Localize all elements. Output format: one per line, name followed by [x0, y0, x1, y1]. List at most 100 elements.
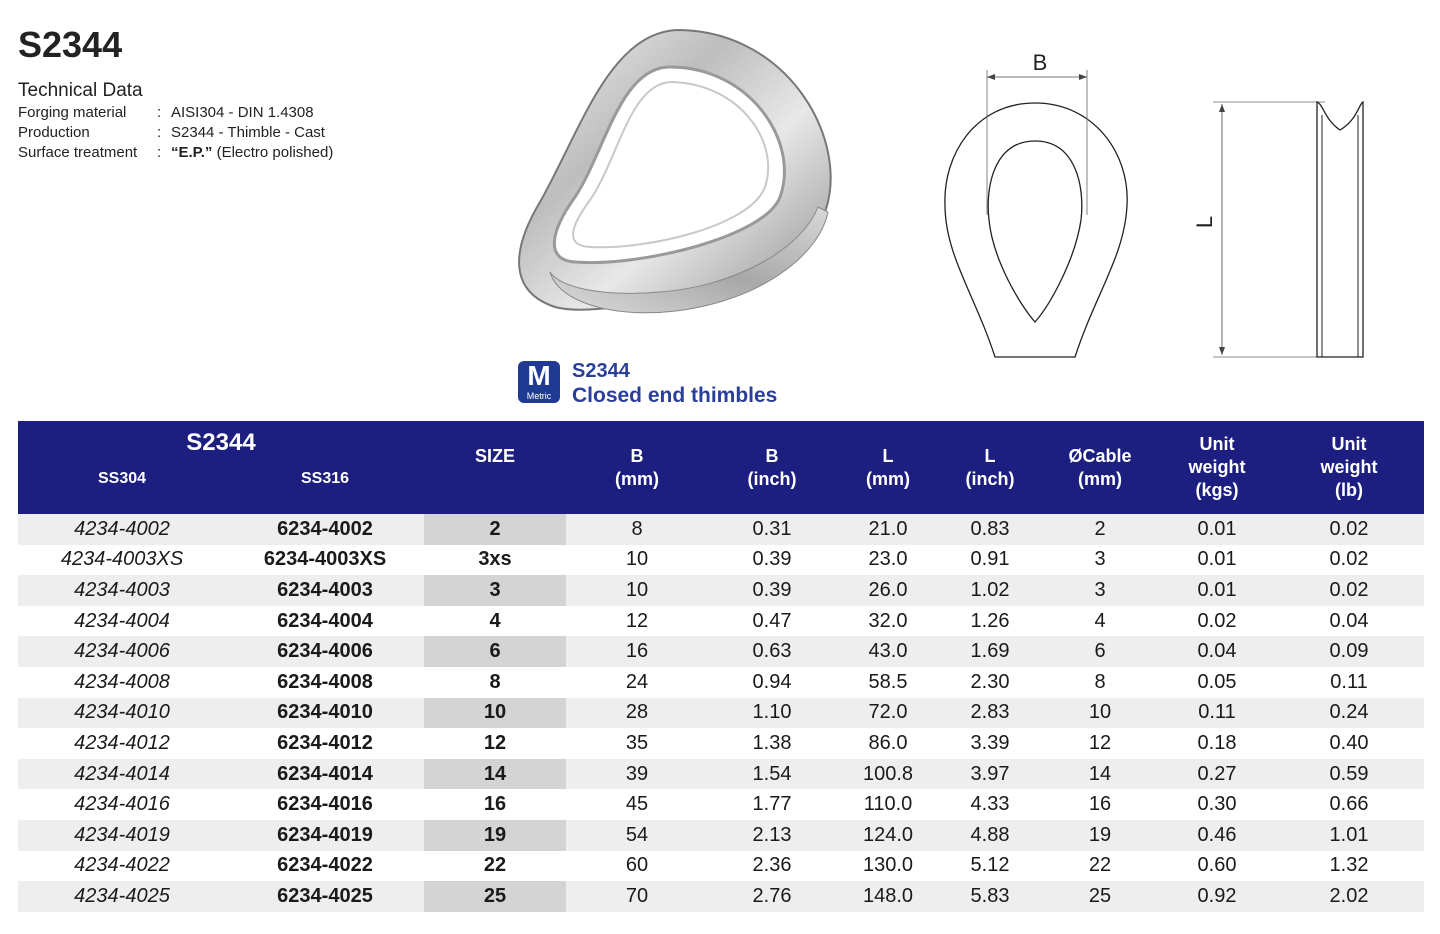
cell-l-mm: 32.0	[836, 605, 940, 637]
cell-l-mm: 72.0	[836, 697, 940, 729]
header-group-title: S2344	[186, 429, 256, 456]
cell-cable-mm: 14	[1040, 758, 1160, 790]
series-code: S2344	[572, 360, 630, 382]
cell-b-inch: 0.39	[708, 575, 836, 606]
front-view-drawing: B	[944, 50, 1128, 358]
page-title: S2344	[18, 24, 123, 65]
spec-value: “E.P.” (Electro polished)	[171, 144, 333, 161]
cell-l-inch: 1.26	[940, 605, 1040, 637]
spec-row-production: Production: S2344 - Thimble - Cast	[18, 124, 325, 141]
table-row: 4234-4014 6234-4014 14 39 1.54 100.8 3.97 14 0.2…	[18, 758, 1424, 790]
cell-ss304: 4234-4008	[18, 666, 226, 698]
cell-l-mm: 43.0	[836, 636, 940, 667]
cell-ss316: 6234-4003	[226, 575, 424, 606]
cell-ss304: 4234-4016	[18, 789, 226, 820]
table-row: 4234-4010 6234-4010 10 28 1.10 72.0 2.83 10 0.11…	[18, 697, 1424, 729]
cell-cable-mm: 3	[1040, 575, 1160, 606]
cell-l-inch: 5.83	[940, 881, 1040, 912]
cell-ss304: 4234-4002	[18, 514, 226, 545]
cell-weight-kgs: 0.60	[1160, 850, 1274, 882]
cell-b-mm: 10	[566, 575, 708, 606]
table-row: 4234-4016 6234-4016 16 45 1.77 110.0 4.33 16 0.3…	[18, 789, 1424, 820]
cell-b-inch: 1.38	[708, 728, 836, 759]
side-view-drawing: L	[1192, 100, 1364, 358]
cell-cable-mm: 25	[1040, 881, 1160, 912]
cell-ss316: 6234-4004	[226, 605, 424, 637]
cell-b-inch: 1.10	[708, 697, 836, 729]
cell-ss316: 6234-4022	[226, 850, 424, 882]
table-header-row: S2344 SS304 SS316 SIZE B (mm) B (inch) L (m…	[18, 421, 1424, 514]
cell-ss316: 6234-4012	[226, 728, 424, 759]
cell-size: 22	[424, 850, 566, 882]
table-row: 4234-4025 6234-4025 25 70 2.76 148.0 5.83 25 0.9…	[18, 881, 1424, 912]
cell-weight-kgs: 0.05	[1160, 666, 1274, 698]
cell-l-mm: 26.0	[836, 575, 940, 606]
header-l-inch: L (inch)	[965, 445, 1015, 489]
cell-b-mm: 70	[566, 881, 708, 912]
cell-b-mm: 10	[566, 544, 708, 576]
cell-weight-kgs: 0.02	[1160, 605, 1274, 637]
cell-cable-mm: 2	[1040, 514, 1160, 545]
cell-l-mm: 58.5	[836, 666, 940, 698]
cell-weight-kgs: 0.11	[1160, 697, 1274, 729]
cell-l-mm: 23.0	[836, 544, 940, 576]
cell-weight-lb: 0.24	[1274, 697, 1424, 729]
cell-b-mm: 54	[566, 819, 708, 851]
cell-weight-lb: 0.11	[1274, 666, 1424, 698]
cell-b-inch: 1.77	[708, 789, 836, 820]
cell-weight-lb: 1.32	[1274, 850, 1424, 882]
metric-badge: M Metric	[518, 361, 560, 403]
cell-b-mm: 45	[566, 789, 708, 820]
cell-weight-lb: 0.66	[1274, 789, 1424, 820]
cell-ss304: 4234-4006	[18, 636, 226, 667]
cell-size: 2	[424, 514, 566, 545]
spec-value-rest: (Electro polished)	[212, 144, 334, 161]
header-ss304: SS304	[97, 470, 147, 487]
cell-b-inch: 0.94	[708, 666, 836, 698]
cell-size: 12	[424, 728, 566, 759]
header-size: SIZE	[474, 446, 515, 466]
cell-b-mm: 24	[566, 666, 708, 698]
cell-l-inch: 3.97	[940, 758, 1040, 790]
spec-value: AISI304 - DIN 1.4308	[171, 104, 314, 121]
spec-separator: :	[157, 144, 162, 161]
cell-b-inch: 0.39	[708, 544, 836, 576]
cell-weight-lb: 0.09	[1274, 636, 1424, 667]
cell-l-inch: 1.02	[940, 575, 1040, 606]
cell-l-mm: 130.0	[836, 850, 940, 882]
cell-weight-kgs: 0.01	[1160, 544, 1274, 576]
cell-ss316: 6234-4019	[226, 819, 424, 851]
cell-size: 8	[424, 666, 566, 698]
cell-ss304: 4234-4025	[18, 881, 226, 912]
cell-weight-lb: 2.02	[1274, 881, 1424, 912]
spec-separator: :	[157, 104, 162, 121]
cell-ss304: 4234-4019	[18, 819, 226, 851]
cell-weight-kgs: 0.27	[1160, 758, 1274, 790]
cell-size: 4	[424, 605, 566, 637]
cell-size: 19	[424, 819, 566, 851]
table-row: 4234-4022 6234-4022 22 60 2.36 130.0 5.12 22 0.6…	[18, 850, 1424, 882]
metric-badge-letter: M	[527, 360, 551, 391]
cell-b-inch: 0.47	[708, 605, 836, 637]
cell-ss316: 6234-4003XS	[226, 544, 424, 576]
cell-cable-mm: 8	[1040, 666, 1160, 698]
cell-ss304: 4234-4004	[18, 605, 226, 637]
cell-l-mm: 86.0	[836, 728, 940, 759]
cell-weight-kgs: 0.01	[1160, 575, 1274, 606]
cell-b-inch: 1.54	[708, 758, 836, 790]
cell-cable-mm: 4	[1040, 605, 1160, 637]
cell-weight-kgs: 0.30	[1160, 789, 1274, 820]
cell-b-mm: 8	[566, 514, 708, 545]
table-body: 4234-4002 6234-4002 2 8 0.31 21.0 0.83 2 0.01 0.0…	[18, 514, 1424, 912]
cell-ss304: 4234-4003XS	[18, 544, 226, 576]
cell-l-inch: 2.83	[940, 697, 1040, 729]
cell-size: 10	[424, 697, 566, 729]
cell-ss316: 6234-4016	[226, 789, 424, 820]
dimension-label-b: B	[1033, 50, 1048, 75]
cell-l-inch: 4.33	[940, 789, 1040, 820]
header-group-s2344: S2344 SS304 SS316	[18, 421, 424, 514]
cell-l-mm: 21.0	[836, 514, 940, 545]
cell-weight-lb: 0.02	[1274, 575, 1424, 606]
cell-cable-mm: 10	[1040, 697, 1160, 729]
header-l-mm: L (mm)	[866, 445, 910, 489]
